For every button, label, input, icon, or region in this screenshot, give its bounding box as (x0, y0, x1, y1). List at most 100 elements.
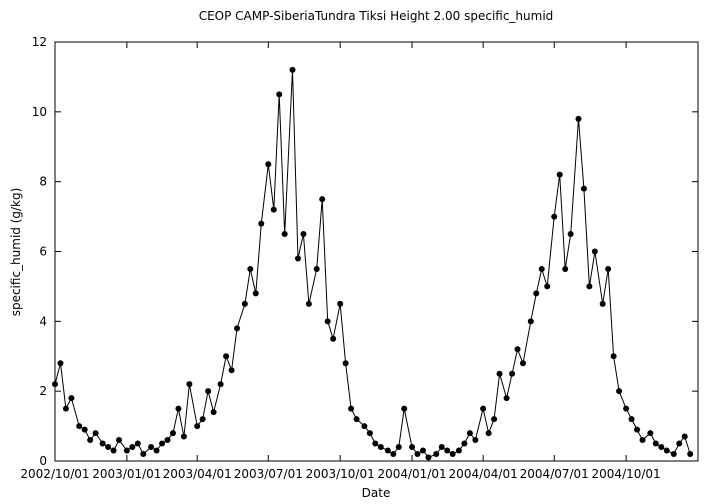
data-point (330, 335, 337, 342)
data-point (676, 440, 683, 447)
data-point (658, 444, 665, 451)
data-point (533, 290, 540, 297)
data-point (217, 381, 224, 388)
data-point (87, 437, 94, 444)
data-point (610, 353, 617, 360)
data-point (281, 231, 288, 238)
y-tick-label: 4 (39, 314, 47, 328)
data-point (289, 66, 296, 73)
data-point (599, 300, 606, 307)
data-point (455, 447, 462, 454)
x-tick-label: 2003/07/01 (234, 467, 303, 481)
data-point (509, 370, 516, 377)
data-point (116, 437, 123, 444)
data-point (384, 447, 391, 454)
chart-title: CEOP CAMP-SiberiaTundra Tiksi Height 2.0… (199, 9, 554, 23)
data-point (123, 447, 130, 454)
y-tick-label: 8 (39, 175, 47, 189)
data-point (544, 283, 551, 290)
plot-frame (54, 41, 699, 462)
data-point (634, 426, 641, 433)
data-point (556, 171, 563, 178)
data-point (444, 447, 451, 454)
x-axis-label: Date (362, 486, 391, 500)
data-point (134, 440, 141, 447)
x-tick-label: 2004/10/01 (592, 467, 661, 481)
data-point (551, 213, 558, 220)
data-point (110, 447, 117, 454)
data-point (153, 447, 160, 454)
data-point (223, 353, 230, 360)
data-point (169, 430, 176, 437)
y-axis-label: specific_humid (g/kg) (9, 188, 23, 317)
series-line (54, 69, 691, 459)
data-point (605, 265, 612, 272)
data-point (652, 440, 659, 447)
y-tick-label: 10 (32, 105, 47, 119)
data-point (485, 430, 492, 437)
data-point (623, 405, 630, 412)
data-point (514, 346, 521, 353)
data-point (414, 451, 421, 458)
data-point (663, 447, 670, 454)
data-point (575, 115, 582, 122)
data-point (52, 381, 58, 388)
data-point (62, 405, 69, 412)
data-point (265, 161, 272, 168)
data-point (252, 290, 259, 297)
data-point (496, 370, 503, 377)
data-point (99, 440, 106, 447)
data-point (324, 318, 331, 325)
y-tick-label: 2 (39, 384, 47, 398)
data-point (580, 185, 587, 192)
data-point (258, 220, 265, 227)
data-point (105, 444, 112, 451)
x-tick-label: 2003/10/01 (306, 467, 375, 481)
data-point (241, 300, 248, 307)
data-point (175, 405, 182, 412)
data-point (228, 367, 235, 374)
data-point (591, 248, 598, 255)
data-point (294, 255, 301, 262)
data-point (337, 300, 344, 307)
x-tick-label: 2004/04/01 (449, 467, 518, 481)
data-point (234, 325, 241, 332)
data-point (438, 444, 445, 451)
data-point (503, 395, 510, 402)
data-point (276, 91, 283, 98)
data-point (687, 451, 694, 458)
data-point (129, 444, 136, 451)
data-point (527, 318, 534, 325)
data-point (180, 433, 187, 440)
y-tick-label: 6 (39, 245, 47, 259)
data-point (538, 265, 545, 272)
data-point (313, 265, 320, 272)
data-point (319, 196, 326, 203)
data-point (353, 416, 360, 423)
data-point (433, 451, 440, 458)
data-point (480, 405, 487, 412)
data-point (205, 388, 212, 395)
data-point (639, 437, 646, 444)
data-point (361, 423, 368, 430)
data-point (647, 430, 654, 437)
data-point (425, 454, 432, 461)
data-point (586, 283, 593, 290)
data-point (449, 451, 456, 458)
data-point (670, 451, 677, 458)
data-point (348, 405, 355, 412)
data-point (372, 440, 379, 447)
data-point (210, 409, 217, 416)
data-point (194, 423, 201, 430)
data-point (390, 451, 397, 458)
data-point (567, 231, 574, 238)
x-tick-label: 2003/04/01 (163, 467, 232, 481)
data-point (419, 447, 426, 454)
data-point (148, 444, 155, 451)
data-point (395, 444, 402, 451)
x-tick-label: 2004/01/01 (377, 467, 446, 481)
x-tick-label: 2002/10/01 (20, 467, 89, 481)
data-point (68, 395, 75, 402)
data-point (300, 231, 307, 238)
